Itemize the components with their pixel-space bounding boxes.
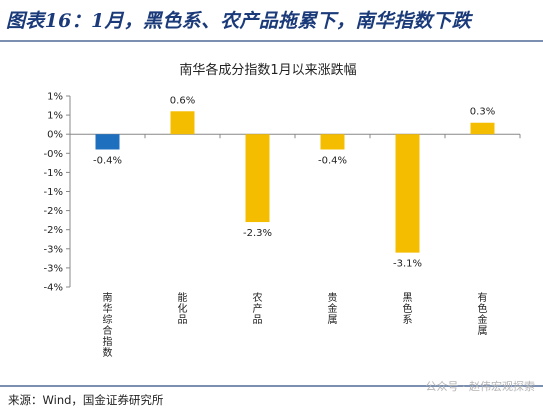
data-label: -0.4%: [318, 155, 347, 166]
category-label: 黑色系: [403, 292, 413, 326]
data-label: 0.3%: [470, 107, 495, 118]
title-rule: [0, 40, 543, 42]
watermark: 公众号 · 赵伟宏观探索: [426, 378, 536, 394]
chart-data-labels: -0.4% 0.6% -2.3% -0.4% -3.1% 0.3%: [93, 95, 495, 269]
chart-title: 南华各成分指数1月以来涨跌幅: [179, 62, 356, 78]
bar: [96, 134, 120, 149]
y-tick-label: 0%: [47, 130, 63, 141]
data-label: 0.6%: [170, 95, 195, 106]
y-tick-label: -0%: [44, 149, 63, 160]
chart-category-labels: 南华综合指数 能化品 农产品 贵金属 黑色系 有色金属: [103, 291, 488, 359]
y-tick-label: -2%: [44, 225, 63, 236]
bar: [246, 134, 270, 222]
y-tick-label: -4%: [44, 283, 63, 294]
y-tick-label: 1%: [47, 92, 63, 103]
category-label: 能化品: [178, 291, 188, 326]
bar: [396, 134, 420, 252]
y-tick-label: 1%: [47, 111, 63, 122]
data-label: -0.4%: [93, 155, 122, 166]
y-tick-label: -1%: [44, 168, 63, 179]
bar: [471, 123, 495, 134]
category-label: 贵金属: [328, 291, 338, 326]
data-label: -3.1%: [393, 259, 422, 270]
y-tick-label: -3%: [44, 244, 63, 255]
bar: [321, 134, 345, 149]
category-label: 农产品: [253, 291, 263, 326]
chart-bars: [96, 111, 495, 252]
y-tick-label: -1%: [44, 187, 63, 198]
category-label: 南华综合指数: [103, 291, 113, 359]
figure-title: 图表16：1月，黑色系、农产品拖累下，南华指数下跌: [6, 6, 471, 33]
category-label: 有色金属: [478, 291, 488, 337]
y-tick-label: -2%: [44, 206, 63, 217]
source-note: 来源：Wind，国金证券研究所: [8, 392, 163, 408]
data-label: -2.3%: [243, 228, 272, 239]
y-tick-label: -3%: [44, 263, 63, 274]
bar: [171, 111, 195, 134]
bar-chart: 南华各成分指数1月以来涨跌幅 1% 1% 0% -0% -1% -1% -2% -2% -3% -…: [0, 44, 543, 384]
chart-axes: 1% 1% 0% -0% -1% -1% -2% -2% -3% -3% -4%: [44, 92, 520, 294]
